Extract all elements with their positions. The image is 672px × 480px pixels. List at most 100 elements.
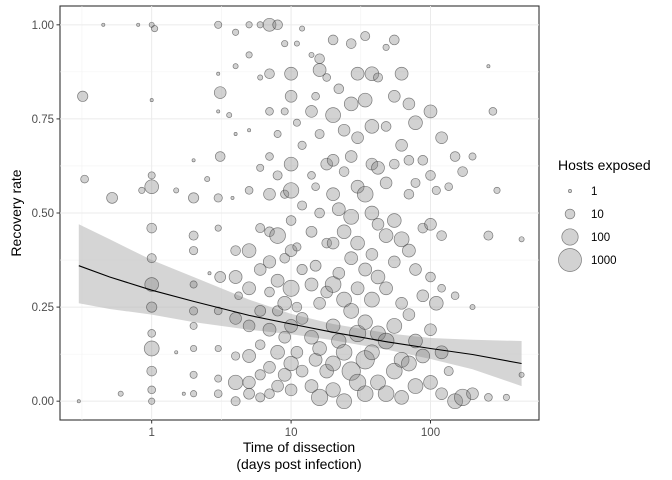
data-point	[364, 66, 380, 81]
data-point	[282, 279, 300, 297]
data-point	[314, 207, 325, 219]
data-point	[311, 182, 320, 191]
data-point	[389, 34, 400, 46]
data-point	[254, 369, 266, 381]
data-point	[151, 25, 159, 33]
data-point	[146, 253, 157, 264]
data-point	[350, 235, 365, 251]
data-point	[518, 371, 525, 378]
data-point	[332, 266, 346, 280]
size-legend: Hosts exposed 1 10 100 1000	[558, 157, 651, 272]
data-point	[429, 296, 444, 311]
data-point	[343, 208, 360, 225]
data-point	[425, 170, 436, 181]
data-point	[403, 188, 415, 200]
data-point	[358, 262, 373, 277]
data-point	[493, 186, 501, 194]
data-point	[214, 224, 222, 232]
data-point	[483, 230, 494, 241]
data-point	[341, 361, 361, 381]
data-point	[326, 187, 340, 202]
data-point	[284, 66, 298, 81]
data-point	[314, 53, 325, 64]
data-point	[214, 151, 226, 162]
data-point	[382, 43, 390, 51]
data-point	[262, 255, 277, 269]
data-point	[245, 51, 253, 59]
data-point	[242, 349, 256, 363]
data-point	[188, 230, 199, 241]
data-point	[264, 388, 275, 399]
data-point	[345, 38, 357, 49]
data-point	[190, 390, 198, 398]
data-point	[136, 22, 141, 27]
data-point	[230, 195, 235, 200]
data-point	[431, 185, 441, 195]
data-point	[357, 314, 373, 330]
data-point	[408, 333, 423, 349]
data-point	[80, 174, 89, 184]
data-point	[213, 306, 223, 316]
data-point	[373, 72, 383, 83]
data-point	[138, 186, 146, 194]
data-point	[272, 19, 283, 31]
data-point	[189, 306, 199, 316]
data-point	[308, 51, 315, 58]
legend-key-100	[561, 228, 579, 246]
trend-line-layer	[78, 265, 522, 365]
data-point	[279, 252, 290, 264]
data-point	[255, 223, 266, 234]
x-tick-label: 10	[285, 427, 298, 439]
data-point	[281, 40, 289, 48]
data-point	[262, 322, 277, 337]
data-point	[245, 21, 253, 29]
data-point	[403, 155, 415, 166]
data-point	[356, 385, 374, 402]
data-point	[502, 393, 510, 401]
data-point	[189, 370, 198, 379]
data-point	[241, 243, 257, 258]
data-point	[189, 280, 198, 289]
data-point	[190, 344, 198, 353]
data-point	[395, 297, 408, 310]
data-point	[254, 305, 267, 317]
data-point	[173, 187, 180, 194]
data-point	[320, 285, 333, 299]
data-point	[309, 259, 322, 272]
data-point	[417, 155, 429, 166]
legend-key-bg	[558, 248, 581, 272]
data-point	[264, 68, 275, 79]
data-point	[270, 345, 285, 360]
x-axis-title-line1: Time of dissection	[243, 439, 355, 455]
data-point	[387, 213, 402, 228]
data-point	[331, 202, 346, 217]
data-point	[402, 308, 416, 321]
data-point	[243, 387, 255, 400]
data-point	[304, 277, 319, 292]
data-point	[322, 73, 331, 82]
data-point	[263, 187, 276, 201]
data-point	[242, 281, 256, 296]
data-point	[277, 367, 292, 382]
data-point	[402, 243, 416, 258]
data-point	[214, 20, 223, 29]
legend-key-bg	[558, 202, 581, 226]
data-point	[295, 312, 309, 325]
data-point	[284, 244, 298, 257]
data-point	[325, 318, 341, 334]
data-point	[283, 355, 299, 372]
data-point	[290, 346, 304, 359]
data-point	[335, 344, 353, 361]
data-point	[284, 319, 298, 333]
data-point	[307, 171, 316, 180]
points-layer	[76, 17, 525, 410]
data-point	[214, 344, 222, 353]
data-point	[247, 128, 252, 133]
data-point	[423, 104, 438, 119]
data-point	[174, 350, 179, 355]
data-point	[144, 179, 159, 194]
data-point	[393, 351, 410, 368]
data-point	[226, 112, 233, 119]
data-point	[401, 355, 417, 372]
x-tick-label: 1	[148, 427, 154, 439]
